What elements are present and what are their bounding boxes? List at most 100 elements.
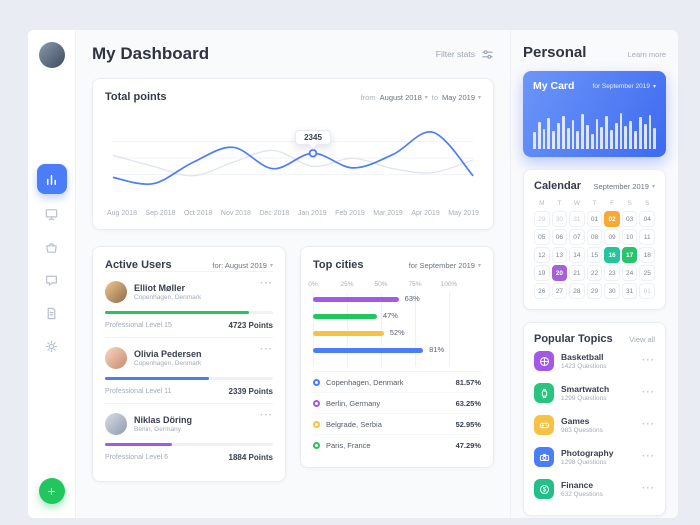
legend-row: Belgrade, Serbia 52.95% — [313, 413, 481, 434]
to-date-dropdown[interactable]: May 2019 ▾ — [442, 93, 481, 102]
calendar-day[interactable]: 11 — [639, 229, 655, 245]
tooltip-value: 2345 — [304, 133, 322, 143]
calendar-day[interactable]: 31 — [621, 283, 638, 299]
calendar-day[interactable]: 31 — [569, 211, 585, 227]
topic-count: 1298 Questions — [561, 459, 607, 466]
topic-row[interactable]: Basketball 1423 Questions ··· — [534, 345, 655, 377]
calendar-day[interactable]: 29 — [586, 283, 603, 299]
calendar-day[interactable]: 01 — [586, 211, 603, 227]
add-button[interactable]: + — [38, 478, 65, 504]
topic-row[interactable]: Photography 1298 Questions ··· — [534, 441, 655, 473]
city-bar[interactable] — [313, 297, 399, 302]
city-bar-label: 52% — [389, 328, 405, 337]
calendar-day[interactable]: 27 — [551, 283, 568, 299]
calendar-day[interactable]: 21 — [569, 265, 585, 281]
topic-row[interactable]: Games 983 Questions ··· — [534, 409, 655, 441]
calendar-day[interactable]: 26 — [534, 283, 550, 299]
active-users-period-dropdown[interactable]: for: August 2019 ▾ — [212, 261, 273, 270]
more-menu[interactable]: ··· — [642, 387, 655, 398]
topic-row[interactable]: $ Finance 632 Questions ··· — [534, 473, 655, 505]
my-card[interactable]: My Card for September 2019 ▾ — [523, 71, 666, 157]
spark-bar — [542, 129, 546, 149]
from-date-value: August 2018 — [379, 92, 422, 102]
chart-marker[interactable] — [308, 148, 318, 158]
calendar-day[interactable]: 16 — [604, 247, 620, 263]
calendar-day[interactable]: 23 — [604, 265, 620, 281]
top-cities-period-dropdown[interactable]: for September 2019 ▾ — [409, 261, 481, 270]
calendar-day[interactable]: 30 — [551, 211, 568, 227]
calendar-day[interactable]: 30 — [604, 283, 620, 299]
calendar-day[interactable]: 10 — [621, 229, 638, 245]
from-label: from — [360, 92, 376, 102]
sidebar-item-dashboard[interactable] — [36, 164, 67, 194]
more-menu[interactable]: ··· — [642, 419, 655, 430]
sidebar-item-shop[interactable] — [37, 234, 67, 260]
spark-bar — [605, 116, 608, 149]
calendar-day[interactable]: 12 — [534, 247, 550, 263]
from-date-dropdown[interactable]: August 2018 ▾ — [380, 93, 428, 102]
calendar-day[interactable]: 08 — [586, 229, 603, 245]
top-cities-card: Top cities for September 2019 ▾ 0% 25% 50%… — [300, 246, 494, 468]
more-menu[interactable]: ··· — [642, 355, 655, 366]
topic-row[interactable]: Smartwatch 1299 Questions ··· — [534, 377, 655, 409]
user-level: Professional Level 11 — [105, 388, 172, 395]
user-location: Berlin, Germany — [134, 426, 181, 433]
calendar-day[interactable]: 18 — [639, 247, 655, 263]
more-menu[interactable]: ··· — [260, 278, 273, 289]
calendar-day[interactable]: 09 — [604, 229, 620, 245]
legend-row: Copenhagen, Denmark 81.57% — [313, 372, 481, 392]
calendar-day[interactable]: 22 — [586, 265, 603, 281]
calendar-day[interactable]: 07 — [569, 229, 585, 245]
calendar-day[interactable]: 19 — [534, 265, 550, 281]
filter-stats-button[interactable]: Filter stats — [436, 48, 494, 61]
calendar-day[interactable]: 13 — [551, 247, 568, 263]
calendar-day[interactable]: 02 — [604, 211, 620, 227]
spark-bar — [571, 119, 575, 149]
city-bar[interactable] — [313, 331, 384, 336]
calendar-day[interactable]: 01 — [639, 283, 655, 299]
topic-count: 983 Questions — [561, 427, 603, 434]
calendar-day[interactable]: 04 — [639, 211, 655, 227]
sidebar-item-documents[interactable] — [37, 300, 67, 326]
calendar-day[interactable]: 28 — [569, 283, 585, 299]
city-bar[interactable] — [313, 314, 377, 319]
more-menu[interactable]: ··· — [642, 451, 655, 462]
sidebar-item-messages[interactable] — [37, 267, 67, 293]
calendar-day[interactable]: 14 — [569, 247, 585, 263]
gear-icon — [45, 340, 58, 352]
user-avatar[interactable] — [38, 42, 65, 68]
calendar-day[interactable]: 29 — [534, 211, 550, 227]
calendar-day[interactable]: 20 — [551, 265, 568, 281]
calendar-day[interactable]: 24 — [621, 265, 638, 281]
calendar-day[interactable]: 03 — [621, 211, 638, 227]
bar-chart-icon — [47, 174, 56, 185]
calendar-day[interactable]: 25 — [639, 265, 655, 281]
city-bar-label: 63% — [404, 294, 420, 303]
weekday-label: S — [645, 200, 650, 207]
spark-bar — [643, 124, 647, 149]
active-users-title: Active Users — [105, 259, 172, 271]
sidebar-item-settings[interactable] — [37, 333, 67, 359]
calendar-month-dropdown[interactable]: September 2019 ▾ — [594, 182, 655, 191]
topic-name: Finance — [561, 480, 594, 490]
city-bar[interactable] — [313, 348, 424, 353]
progress-bar — [105, 443, 273, 446]
more-menu[interactable]: ··· — [260, 410, 273, 421]
user-points: 2339 Points — [228, 387, 273, 396]
more-menu[interactable]: ··· — [260, 344, 273, 355]
view-all-link[interactable]: View all — [629, 334, 655, 344]
svg-text:$: $ — [542, 487, 546, 493]
date-range: from August 2018 ▾ to May 2019 ▾ — [361, 93, 481, 102]
popular-topics-card: Popular Topics View all Basketball 1423 … — [523, 322, 666, 516]
calendar-day[interactable]: 05 — [534, 229, 550, 245]
user-location: Copenhagen, Denmark — [134, 360, 202, 367]
sidebar-item-presentation[interactable] — [37, 201, 67, 227]
more-menu[interactable]: ··· — [642, 483, 655, 494]
my-card-period-dropdown[interactable]: for September 2019 ▾ — [593, 83, 656, 90]
calendar-day[interactable]: 06 — [551, 229, 568, 245]
calendar-day[interactable]: 17 — [621, 247, 638, 263]
learn-more-link[interactable]: Learn more — [627, 50, 666, 59]
calendar-day[interactable]: 15 — [586, 247, 603, 263]
spark-bar — [585, 124, 589, 149]
